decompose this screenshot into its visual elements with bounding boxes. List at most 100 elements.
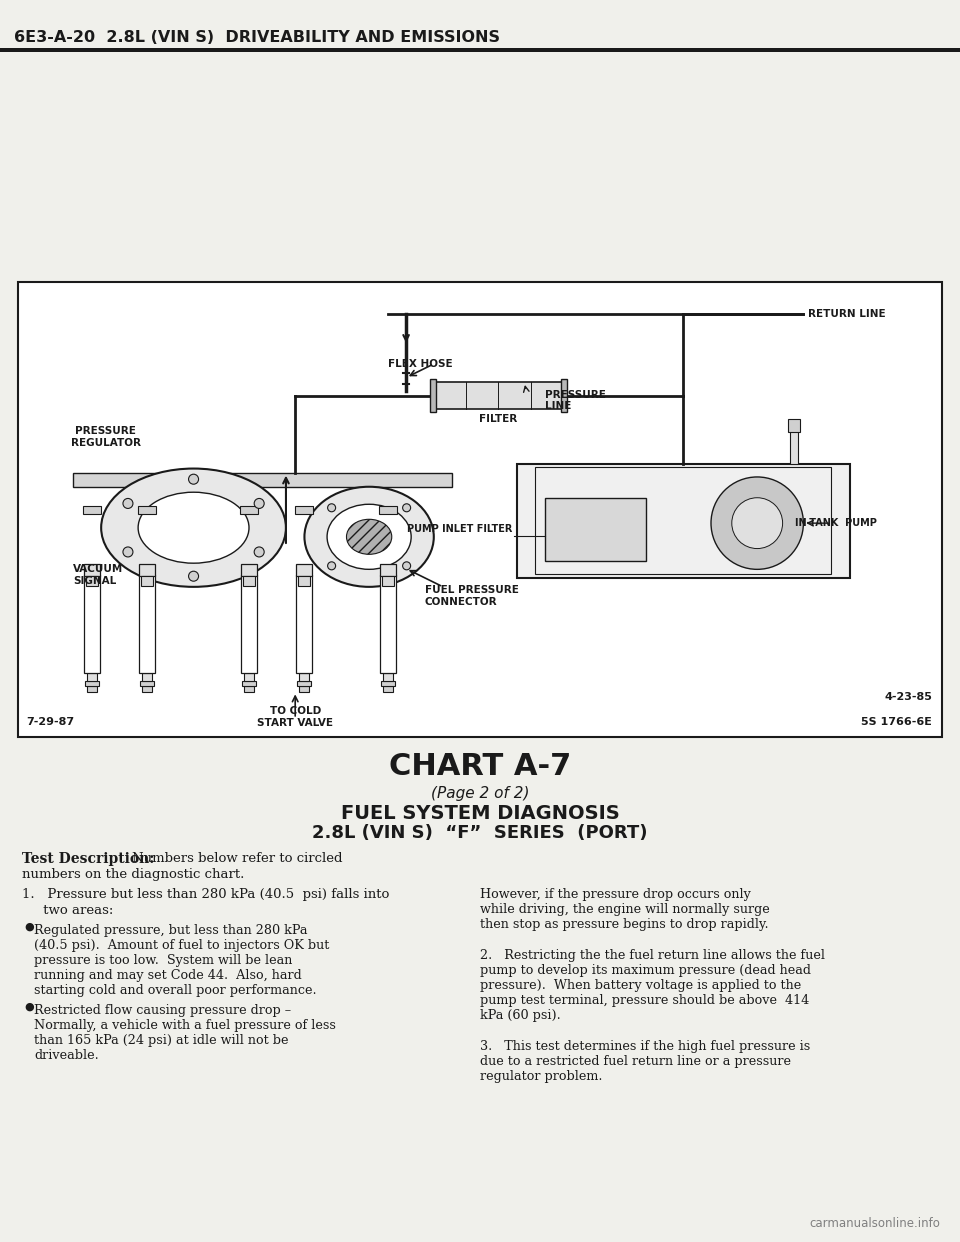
Bar [139, 564, 156, 576]
Text: numbers on the diagnostic chart.: numbers on the diagnostic chart. [22, 868, 245, 881]
Text: CHART A-7: CHART A-7 [389, 751, 571, 781]
Text: pump to develop its maximum pressure (dead head: pump to develop its maximum pressure (de… [480, 964, 811, 977]
Bar [241, 564, 257, 576]
Bar [138, 505, 156, 514]
Text: than 165 kPa (24 psi) at idle will not be: than 165 kPa (24 psi) at idle will not b… [34, 1035, 289, 1047]
Text: FILTER: FILTER [479, 415, 517, 425]
Ellipse shape [347, 519, 392, 554]
Bar [434, 383, 564, 410]
Text: Restricted flow causing pressure drop –: Restricted flow causing pressure drop – [34, 1004, 291, 1017]
Text: ●: ● [24, 922, 34, 932]
Ellipse shape [138, 492, 249, 563]
Text: TO COLD
START VALVE: TO COLD START VALVE [257, 707, 333, 728]
Circle shape [188, 474, 199, 484]
Bar [18, 282, 942, 737]
Bar [297, 564, 312, 576]
Circle shape [123, 498, 132, 508]
Bar [536, 467, 831, 574]
Circle shape [254, 498, 264, 508]
Circle shape [327, 561, 336, 570]
Bar [243, 576, 255, 586]
Text: VACUUM
SIGNAL: VACUUM SIGNAL [73, 564, 124, 586]
Bar [380, 681, 395, 686]
Text: pressure).  When battery voltage is applied to the: pressure). When battery voltage is appli… [480, 979, 802, 992]
Bar [382, 576, 394, 586]
Bar [84, 575, 100, 672]
Bar [296, 505, 313, 514]
Circle shape [402, 504, 411, 512]
Bar [244, 672, 254, 681]
Text: 2.8L (VIN S)  “F”  SERIES  (PORT): 2.8L (VIN S) “F” SERIES (PORT) [312, 823, 648, 842]
Text: then stop as pressure begins to drop rapidly.: then stop as pressure begins to drop rap… [480, 918, 769, 932]
Circle shape [254, 546, 264, 556]
Text: FUEL SYSTEM DIAGNOSIS: FUEL SYSTEM DIAGNOSIS [341, 804, 619, 823]
Text: while driving, the engine will normally surge: while driving, the engine will normally … [480, 903, 770, 917]
Text: pump test terminal, pressure should be above  414: pump test terminal, pressure should be a… [480, 994, 809, 1007]
Text: 6E3-A-20  2.8L (VIN S)  DRIVEABILITY AND EMISSIONS: 6E3-A-20 2.8L (VIN S) DRIVEABILITY AND E… [14, 31, 500, 46]
Bar [87, 686, 97, 692]
Bar [788, 419, 800, 432]
Bar [300, 686, 309, 692]
Text: two areas:: two areas: [22, 904, 113, 917]
Bar [87, 672, 97, 681]
Bar [379, 575, 396, 672]
Text: (40.5 psi).  Amount of fuel to injectors OK but: (40.5 psi). Amount of fuel to injectors … [34, 939, 329, 953]
Text: PRESSURE
REGULATOR: PRESSURE REGULATOR [71, 426, 141, 447]
Text: However, if the pressure drop occurs only: However, if the pressure drop occurs onl… [480, 888, 751, 900]
Circle shape [123, 546, 132, 556]
Bar [790, 427, 798, 465]
Bar [379, 564, 396, 576]
Ellipse shape [327, 504, 411, 569]
Bar [516, 465, 850, 578]
Bar [562, 379, 567, 412]
Text: FUEL PRESSURE
CONNECTOR: FUEL PRESSURE CONNECTOR [424, 585, 518, 607]
Bar [544, 498, 646, 560]
Bar [300, 672, 309, 681]
Bar [298, 681, 311, 686]
Bar [0, 48, 960, 52]
Bar [139, 575, 156, 672]
Text: FLEX HOSE: FLEX HOSE [388, 359, 452, 369]
Text: carmanualsonline.info: carmanualsonline.info [809, 1217, 940, 1230]
Bar [141, 576, 154, 586]
Text: (Page 2 of 2): (Page 2 of 2) [431, 786, 529, 801]
Bar [84, 681, 99, 686]
Bar [73, 473, 452, 487]
Text: kPa (60 psi).: kPa (60 psi). [480, 1009, 561, 1022]
Text: PRESSURE
LINE: PRESSURE LINE [544, 390, 606, 411]
Text: regulator problem.: regulator problem. [480, 1071, 603, 1083]
Circle shape [402, 561, 411, 570]
Text: due to a restricted fuel return line or a pressure: due to a restricted fuel return line or … [480, 1054, 791, 1068]
Bar [240, 505, 258, 514]
Text: 3.   This test determines if the high fuel pressure is: 3. This test determines if the high fuel… [480, 1040, 810, 1053]
Bar [299, 576, 310, 586]
Ellipse shape [101, 468, 286, 587]
Text: RETURN LINE: RETURN LINE [808, 309, 886, 319]
Bar [378, 505, 396, 514]
Text: 5S 1766-6E: 5S 1766-6E [861, 717, 932, 727]
Text: running and may set Code 44.  Also, hard: running and may set Code 44. Also, hard [34, 969, 301, 982]
Bar [244, 686, 254, 692]
Bar [142, 672, 153, 681]
Text: ●: ● [24, 1002, 34, 1012]
Text: starting cold and overall poor performance.: starting cold and overall poor performan… [34, 984, 317, 997]
Text: pressure is too low.  System will be lean: pressure is too low. System will be lean [34, 954, 293, 968]
Bar [430, 379, 436, 412]
Circle shape [188, 571, 199, 581]
Text: PUMP INLET FILTER: PUMP INLET FILTER [407, 524, 512, 534]
Bar [86, 576, 98, 586]
Bar [383, 672, 393, 681]
Circle shape [327, 504, 336, 512]
Text: 7-29-87: 7-29-87 [26, 717, 74, 727]
Text: Test Description:: Test Description: [22, 852, 155, 866]
Text: 4-23-85: 4-23-85 [884, 692, 932, 702]
Circle shape [711, 477, 804, 569]
Bar [297, 575, 312, 672]
Text: Normally, a vehicle with a fuel pressure of less: Normally, a vehicle with a fuel pressure… [34, 1018, 336, 1032]
Bar [242, 681, 256, 686]
Text: Regulated pressure, but less than 280 kPa: Regulated pressure, but less than 280 kP… [34, 924, 307, 936]
Bar [383, 686, 393, 692]
Text: driveable.: driveable. [34, 1049, 99, 1062]
Text: 2.   Restricting the the fuel return line allows the fuel: 2. Restricting the the fuel return line … [480, 949, 825, 963]
Bar [83, 505, 101, 514]
